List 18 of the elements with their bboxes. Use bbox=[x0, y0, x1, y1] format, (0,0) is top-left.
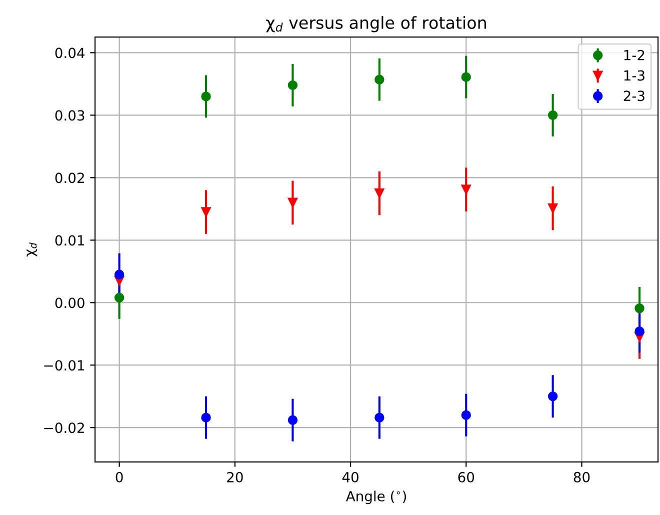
y-tick-label: 0.04 bbox=[55, 48, 85, 58]
y-tick-label: −0.02 bbox=[44, 422, 84, 434]
legend-label: 2-3 bbox=[624, 90, 644, 102]
x-tick-label: 60 bbox=[458, 472, 474, 482]
chart-title: χ$_{d}$ versus angle of rotation bbox=[266, 16, 486, 32]
y-tick-label: −0.01 bbox=[44, 360, 84, 371]
x-tick-label: 40 bbox=[342, 472, 358, 482]
x-tick-label: 20 bbox=[227, 472, 243, 482]
x-axis-title: Angle ($^{∘}$) bbox=[346, 490, 406, 504]
y-tick-label: 0.00 bbox=[55, 298, 84, 308]
y-axis-title: χ$_{d}$ bbox=[26, 242, 38, 256]
legend-label: 1-3 bbox=[624, 70, 644, 81]
y-tick-label: 0.03 bbox=[55, 110, 84, 121]
y-tick-label: 0.01 bbox=[55, 235, 84, 246]
legend-label: 1-2 bbox=[624, 50, 644, 60]
x-tick-label: 0 bbox=[116, 472, 123, 482]
y-tick-label: 0.02 bbox=[55, 172, 84, 184]
x-tick-label: 80 bbox=[574, 472, 590, 482]
